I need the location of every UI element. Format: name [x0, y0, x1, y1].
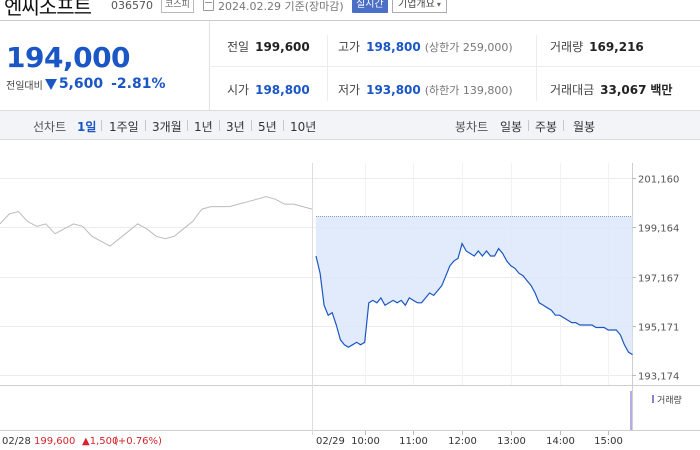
upper-limit-label: 상한가 [429, 41, 460, 54]
candle-chart-label[interactable]: 봉차트 [455, 120, 489, 134]
tab-10years[interactable]: 10년 [290, 120, 317, 134]
company-overview-button[interactable]: 기업개요 ▾ [392, 0, 447, 13]
tab-divider [528, 120, 529, 131]
tab-divider [101, 120, 102, 131]
volume-bar [630, 391, 632, 430]
low-value: 193,800 [366, 83, 421, 97]
low-cell: 저가 193,800 (하한가 139,800) [338, 83, 513, 97]
volume-value: 169,216 [589, 40, 644, 54]
stock-header: 엔씨소프트 036570 코스피 2024.02.29 기준(장마감) 실시간 … [0, 0, 700, 19]
prev-close-cell: 전일 199,600 [227, 38, 310, 55]
prev-day-change-percent: (+0.76%) [114, 436, 162, 447]
tab-weekly-candle[interactable]: 주봉 [535, 120, 558, 134]
x-tick-label: 14:00 [546, 436, 575, 447]
y-tick-label: 193,174 [638, 372, 679, 383]
high-label: 고가 [338, 40, 361, 54]
prev-day-date: 02/28 [2, 436, 31, 447]
today-date: 02/29 [316, 436, 345, 447]
stock-name[interactable]: 엔씨소프트 [4, 0, 92, 19]
chart-period-tabs: 선차트 1일 1주일 3개월 1년 3년 5년 10년 봉차트 일봉 주봉 월봉 [0, 110, 700, 140]
tab-divider [563, 120, 564, 131]
down-triangle-icon [44, 78, 57, 90]
y-tick-label: 195,171 [638, 323, 679, 334]
today-price-line [315, 242, 633, 356]
tab-daily-candle[interactable]: 일봉 [500, 120, 523, 134]
volume-legend-label: 거래량 [657, 394, 682, 406]
tab-1year[interactable]: 1년 [194, 120, 213, 134]
trade-value-cell: 거래대금 33,067 백만 [550, 81, 672, 98]
prev-day-close: 199,600 [34, 436, 75, 447]
previous-day-price-line [0, 196, 313, 247]
summary-divider [211, 66, 700, 67]
company-overview-label: 기업개요 [398, 0, 435, 10]
reference-date: 2024.02.29 기준(장마감) [218, 0, 344, 13]
tab-divider [145, 120, 146, 131]
x-tick-label: 10:00 [351, 436, 380, 447]
prev-close-label: 전일 [227, 40, 250, 54]
open-label: 시가 [227, 83, 250, 97]
summary-divider [327, 35, 328, 101]
tab-5years[interactable]: 5년 [258, 120, 277, 134]
trade-value-value: 33,067 [600, 83, 647, 97]
x-tick-label: 11:00 [399, 436, 428, 447]
tab-1day[interactable]: 1일 [77, 120, 97, 134]
volume-cell: 거래량 169,216 [550, 38, 644, 55]
intraday-chart-svg: 201,160 199,164 197,167 195,171 193,174 10:00… [0, 163, 700, 447]
high-cell: 고가 198,800 (상한가 259,000) [338, 40, 513, 54]
volume-legend-swatch [652, 395, 654, 403]
trade-value-label: 거래대금 [550, 83, 595, 97]
y-tick-label: 201,160 [638, 175, 679, 186]
prev-day-change: ▲1,500 [82, 436, 118, 447]
open-value: 198,800 [255, 83, 310, 97]
prev-close-value: 199,600 [255, 40, 310, 54]
high-value: 198,800 [366, 40, 421, 54]
trade-value-unit: 백만 [650, 83, 673, 97]
realtime-button[interactable]: 실시간 [352, 0, 388, 13]
lower-limit-value: 139,800 [462, 84, 509, 97]
price-summary: 194,000 전일대비 5,600 -2.81% 전일 199,600 고가 19… [0, 20, 700, 111]
tab-divider [251, 120, 252, 131]
tab-3months[interactable]: 3개월 [152, 120, 182, 134]
intraday-chart[interactable]: 201,160 199,164 197,167 195,171 193,174 10:00… [0, 141, 700, 450]
tab-3years[interactable]: 3년 [226, 120, 245, 134]
tab-divider [283, 120, 284, 131]
tab-divider [219, 120, 220, 131]
lower-limit-label: 하한가 [429, 84, 460, 97]
tab-divider [187, 120, 188, 131]
calendar-icon [203, 0, 214, 11]
upper-limit-value: 259,000 [462, 41, 509, 54]
volume-label: 거래량 [550, 40, 584, 54]
change-percent: -2.81% [111, 76, 166, 92]
open-cell: 시가 198,800 [227, 81, 310, 98]
low-label: 저가 [338, 83, 361, 97]
y-tick-label: 199,164 [638, 224, 679, 235]
tab-1week[interactable]: 1주일 [109, 120, 139, 134]
x-tick-label: 13:00 [497, 436, 526, 447]
market-badge: 코스피 [161, 0, 194, 13]
tab-monthly-candle[interactable]: 월봉 [573, 120, 596, 134]
change-label: 전일대비 [6, 80, 43, 92]
below-reference-fill [316, 216, 633, 355]
x-tick-label: 15:00 [594, 436, 623, 447]
current-price: 194,000 [6, 41, 131, 74]
x-tick-label: 12:00 [448, 436, 477, 447]
change-row: 전일대비 5,600 -2.81% [6, 76, 166, 92]
summary-divider [536, 35, 537, 101]
current-price-box: 194,000 전일대비 5,600 -2.81% [0, 21, 210, 111]
line-chart-label[interactable]: 선차트 [33, 120, 67, 134]
change-amount: 5,600 [58, 76, 104, 92]
stock-code: 036570 [111, 0, 153, 12]
chevron-down-icon: ▾ [436, 0, 441, 9]
y-tick-label: 197,167 [638, 274, 679, 285]
